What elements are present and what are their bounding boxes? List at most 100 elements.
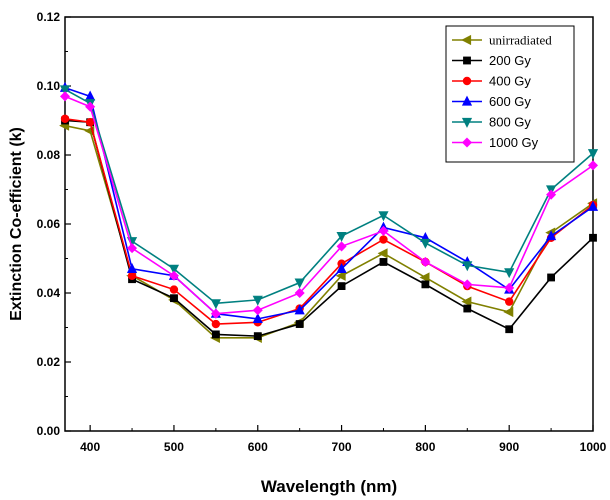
legend-marker — [461, 117, 473, 128]
legend: unirradiated 200 Gy 400 Gy 600 Gy 800 Gy 1000… — [445, 25, 575, 163]
series-line — [64, 119, 594, 337]
data-point — [503, 306, 514, 318]
y-tick-label: 0.06 — [37, 217, 61, 231]
y-axis-title: Extinction Co-efficient (k) — [8, 127, 25, 321]
y-axis: 0.00 0.02 0.04 0.06 0.08 0.10 0.12 — [37, 10, 71, 438]
data-point — [589, 233, 597, 242]
data-point — [461, 296, 472, 307]
data-point — [504, 268, 515, 279]
data-point — [587, 149, 599, 160]
y-tick-label: 0.00 — [37, 424, 61, 438]
data-point — [587, 160, 599, 171]
data-point — [168, 264, 180, 275]
data-point — [211, 330, 220, 339]
x-tick-label: 400 — [80, 440, 100, 454]
data-point — [60, 114, 70, 123]
data-point — [294, 287, 305, 299]
data-point — [463, 304, 472, 313]
data-point — [252, 313, 263, 323]
x-tick-label: 500 — [164, 440, 184, 454]
data-point — [295, 320, 304, 328]
series-line — [64, 88, 594, 305]
data-point — [127, 243, 138, 254]
x-axis-title: Wavelength (nm) — [261, 477, 397, 496]
data-point — [504, 297, 514, 306]
data-point — [252, 295, 263, 306]
y-tick-label: 0.12 — [37, 10, 61, 24]
legend-label: 1000 Gy — [489, 135, 539, 150]
x-tick-label: 1000 — [580, 440, 607, 454]
legend-marker — [461, 137, 473, 148]
data-point — [210, 299, 221, 310]
data-point — [168, 270, 179, 281]
y-tick-label: 0.02 — [37, 355, 61, 369]
data-point — [419, 272, 430, 283]
data-point — [337, 282, 346, 290]
x-axis: 400 500 600 700 800 900 1000 — [80, 425, 607, 454]
legend-item: 400 Gy — [452, 74, 531, 89]
data-point — [420, 238, 431, 249]
series-1000-gy — [59, 91, 599, 319]
legend-marker — [461, 95, 473, 106]
series-line — [64, 124, 594, 339]
y-tick-label: 0.04 — [37, 286, 61, 300]
data-point — [377, 248, 388, 259]
data-point — [85, 118, 95, 127]
data-point — [462, 261, 473, 272]
data-point — [211, 319, 221, 329]
data-point — [379, 258, 388, 266]
legend-label: 400 Gy — [489, 74, 531, 89]
y-tick-label: 0.08 — [37, 148, 61, 162]
data-point — [127, 271, 137, 280]
data-point — [336, 262, 347, 273]
data-point — [210, 308, 221, 319]
legend-label: 200 Gy — [489, 53, 531, 68]
data-point — [462, 279, 473, 290]
data-point — [169, 285, 179, 294]
data-point — [547, 273, 555, 282]
data-point — [59, 85, 71, 96]
x-tick-label: 900 — [499, 440, 519, 454]
legend-item: unirradiated — [452, 33, 552, 48]
legend-item: 600 Gy — [452, 94, 531, 109]
legend-item: 200 Gy — [452, 53, 531, 68]
data-point — [252, 305, 263, 316]
data-point — [336, 241, 347, 252]
legend-item: 800 Gy — [452, 115, 531, 130]
legend-marker — [462, 76, 472, 86]
x-tick-label: 700 — [332, 440, 352, 454]
y-tick-label: 0.10 — [37, 79, 61, 93]
data-point — [546, 230, 557, 241]
series-line — [64, 117, 594, 325]
x-tick-label: 600 — [248, 440, 268, 454]
data-point — [85, 101, 96, 112]
data-point — [379, 235, 388, 244]
series-line — [64, 86, 594, 320]
data-point — [253, 332, 262, 341]
legend-item: 1000 Gy — [452, 135, 539, 150]
data-point — [378, 225, 389, 236]
data-point — [59, 91, 71, 102]
data-point — [294, 304, 305, 315]
legend-label: unirradiated — [489, 33, 552, 48]
data-point — [294, 278, 305, 289]
legend-marker — [461, 34, 472, 46]
data-point — [335, 270, 346, 281]
data-point — [421, 280, 430, 289]
legend-label: 800 Gy — [489, 115, 531, 130]
data-point — [126, 262, 138, 273]
data-point — [170, 294, 178, 303]
x-tick-label: 800 — [415, 440, 435, 454]
data-point — [505, 325, 514, 334]
data-point — [378, 211, 389, 222]
data-point — [587, 200, 599, 211]
data-point — [336, 231, 347, 242]
data-point — [546, 189, 557, 200]
series-layer — [59, 81, 599, 343]
data-point — [504, 282, 515, 293]
legend-marker — [463, 56, 471, 65]
legend-label: 600 Gy — [489, 94, 531, 109]
series-line — [64, 95, 594, 315]
data-point — [420, 256, 431, 267]
